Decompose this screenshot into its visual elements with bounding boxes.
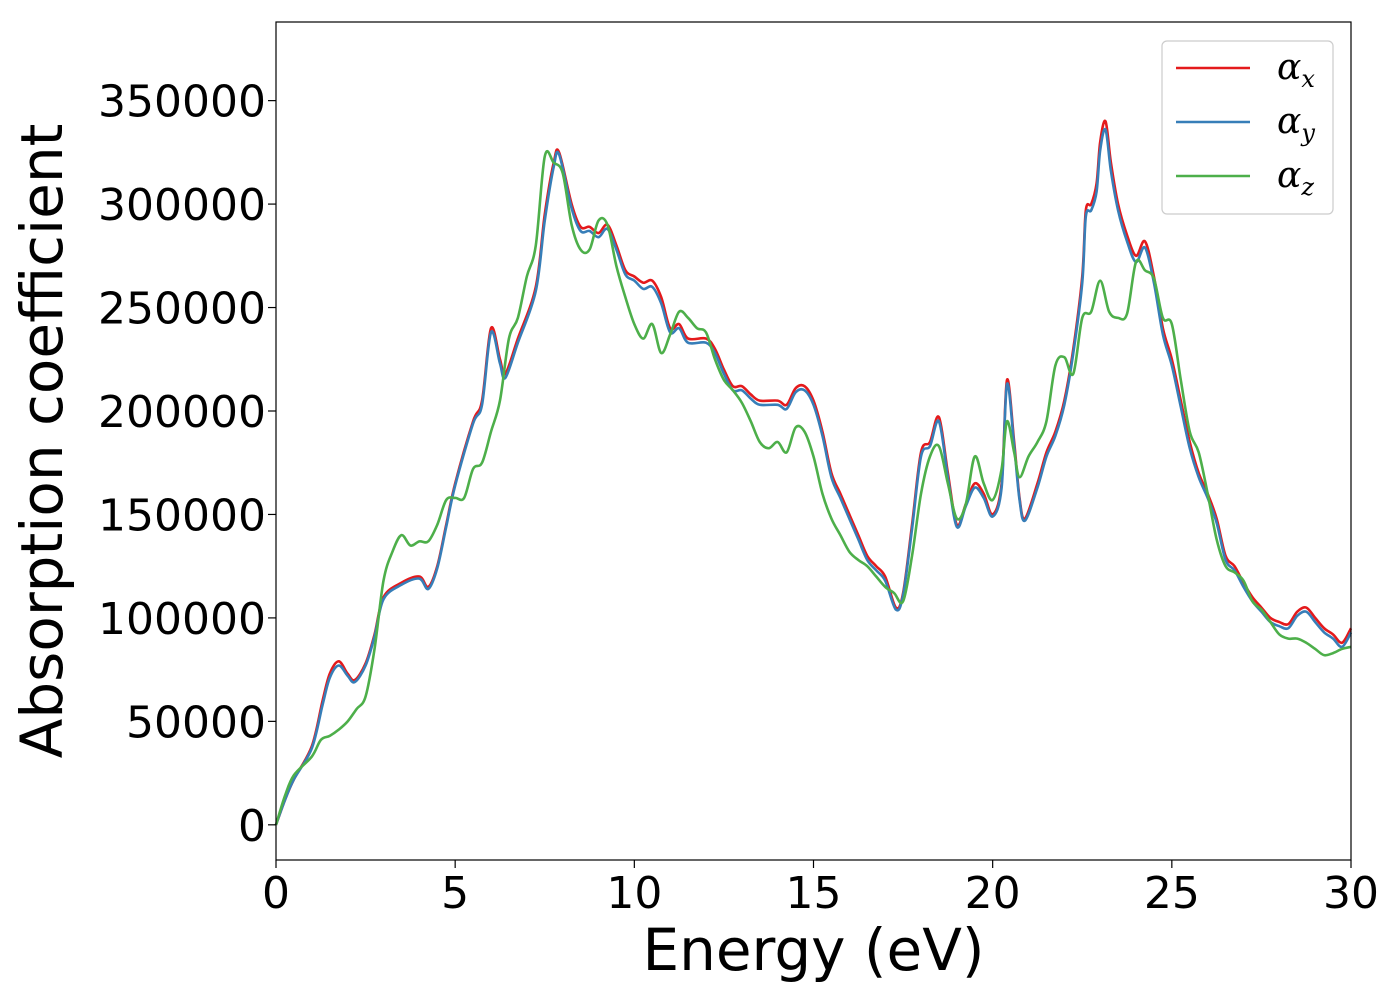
y-tick-label: 250000 xyxy=(98,284,266,335)
legend-label-y: αy xyxy=(1277,101,1315,147)
y-tick-label: 100000 xyxy=(98,594,266,645)
y-tick-label: 150000 xyxy=(98,490,266,541)
x-axis-title: Energy (eV) xyxy=(642,916,984,984)
x-tick-label: 25 xyxy=(1144,868,1200,919)
legend-label-z: αz xyxy=(1277,155,1314,201)
series-line-y xyxy=(274,127,1353,826)
x-tick-label: 30 xyxy=(1323,868,1379,919)
x-axis-ticks: 0 5 10 15 20 25 30 xyxy=(262,860,1379,919)
x-tick-label: 0 xyxy=(262,868,290,919)
x-tick-label: 5 xyxy=(441,868,469,919)
series-lines xyxy=(274,119,1353,826)
y-axis-title: Absorption coefficient xyxy=(8,124,76,759)
y-tick-label: 300000 xyxy=(98,180,266,231)
y-tick-label: 0 xyxy=(238,801,266,852)
y-axis-ticks: 0 50000 100000 150000 200000 250000 300000 3500… xyxy=(98,77,276,852)
y-tick-label: 350000 xyxy=(98,77,266,128)
x-tick-label: 10 xyxy=(606,868,662,919)
legend-items: αx αy αz xyxy=(1176,47,1315,201)
x-tick-label: 15 xyxy=(786,868,842,919)
series-line-z xyxy=(274,149,1352,826)
y-tick-label: 200000 xyxy=(98,387,266,438)
y-tick-label: 50000 xyxy=(126,697,266,748)
legend: αx αy αz xyxy=(1161,40,1334,215)
x-tick-label: 20 xyxy=(965,868,1021,919)
legend-label-x: αx xyxy=(1277,47,1315,93)
legend-box xyxy=(1161,40,1334,215)
